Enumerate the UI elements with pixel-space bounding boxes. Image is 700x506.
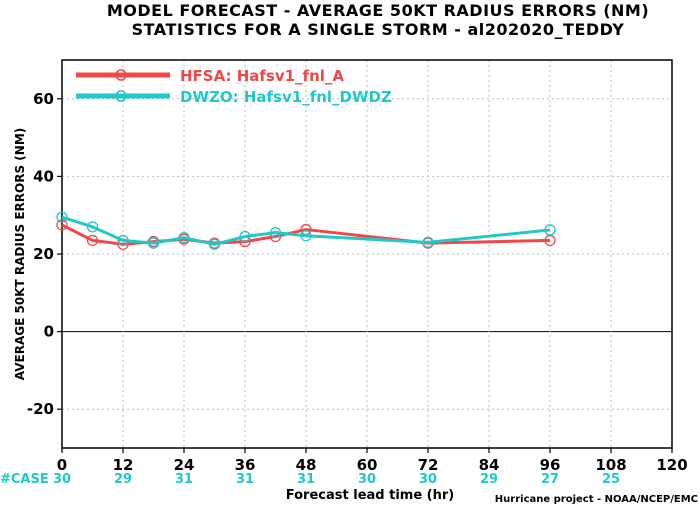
x-tick-label: 0 xyxy=(57,456,67,474)
x-tick-label: 108 xyxy=(595,456,626,474)
y-tick-label: 0 xyxy=(44,323,54,341)
series-point-1 xyxy=(300,230,312,242)
series-point-1 xyxy=(269,227,282,239)
case-count: 30 xyxy=(53,472,71,487)
series-point-0 xyxy=(56,219,68,231)
x-tick-label: 24 xyxy=(174,456,195,474)
x-tick-label: 48 xyxy=(296,456,317,474)
series-point-1 xyxy=(147,237,160,249)
y-tick-label: 20 xyxy=(33,245,54,263)
case-count: 31 xyxy=(236,472,254,487)
legend-marker-dwzo xyxy=(115,90,127,102)
legend-label-hfsa: HFSA: Hafsv1_fnl_A xyxy=(180,67,344,85)
series-point-1 xyxy=(178,232,190,244)
series-line-1 xyxy=(61,215,551,246)
x-axis: 0 12 24 36 48 60 72 84 96 108 120 xyxy=(57,448,688,474)
series-point-1 xyxy=(544,224,556,236)
case-count: 30 xyxy=(419,472,437,487)
x-tick-label: 12 xyxy=(113,456,134,474)
case-count: 31 xyxy=(175,472,193,487)
series-point-1 xyxy=(56,211,68,223)
series-point-1 xyxy=(86,221,99,233)
series-point-1 xyxy=(422,236,434,249)
case-count: 30 xyxy=(358,472,376,487)
case-count: 27 xyxy=(541,472,559,487)
legend-marker-hfsa xyxy=(115,69,127,81)
case-count: 25 xyxy=(602,472,620,487)
case-count: 31 xyxy=(297,472,315,487)
y-tick-label: -20 xyxy=(27,400,54,418)
chart-title: MODEL FORECAST - AVERAGE 50KT RADIUS ERR… xyxy=(107,1,649,20)
case-label: #CASE xyxy=(0,472,49,487)
x-axis-label: Forecast lead time (hr) xyxy=(286,488,454,503)
y-tick-label: 40 xyxy=(33,167,54,185)
credit-text: Hurricane project - NOAA/NCEP/EMC xyxy=(495,494,698,505)
series-point-1 xyxy=(208,238,221,250)
case-counts: 30 29 31 31 31 30 30 29 27 25 xyxy=(53,472,620,487)
case-count: 29 xyxy=(480,472,498,487)
x-tick-label: 96 xyxy=(540,456,561,474)
x-tick-label: 84 xyxy=(479,456,500,474)
legend-label-dwzo: DWZO: Hafsv1_fnl_DWDZ xyxy=(180,88,392,106)
series-point-1 xyxy=(117,234,129,247)
series-point-0 xyxy=(86,234,99,247)
series-layer xyxy=(56,211,556,250)
y-axis: -20 0 20 40 60 xyxy=(27,90,62,418)
y-axis-label: AVERAGE 50KT RADIUS ERRORS (NM) xyxy=(13,128,27,380)
x-tick-label: 72 xyxy=(418,456,439,474)
chart-subtitle: STATISTICS FOR A SINGLE STORM - al202020… xyxy=(132,20,625,39)
grid xyxy=(62,60,672,448)
legend: HFSA: Hafsv1_fnl_A DWZO: Hafsv1_fnl_DWDZ xyxy=(76,67,392,106)
case-count: 29 xyxy=(114,472,132,487)
x-tick-label: 60 xyxy=(357,456,378,474)
x-tick-label: 120 xyxy=(656,456,687,474)
y-tick-label: 60 xyxy=(33,90,54,108)
series-point-1 xyxy=(239,230,251,243)
x-tick-label: 36 xyxy=(235,456,256,474)
